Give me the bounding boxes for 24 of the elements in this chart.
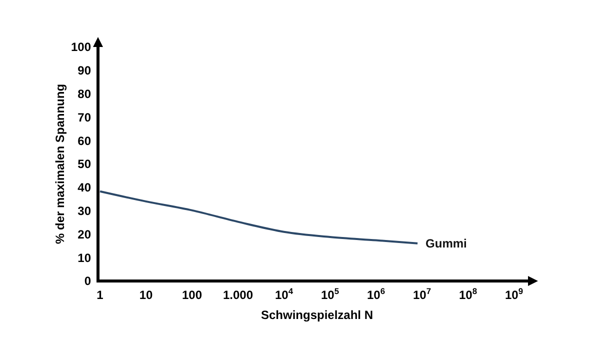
x-tick-label: 10	[139, 288, 153, 302]
y-tick-label: 100	[70, 40, 92, 54]
y-tick-label: 80	[78, 87, 92, 101]
y-tick-label: 0	[84, 274, 92, 288]
y-tick-label: 20	[78, 227, 92, 242]
y-axis-title: % der maximalen Spannung	[53, 84, 67, 244]
x-axis-title: Schwingspielzahl N	[260, 308, 374, 322]
y-tick-label: 10	[78, 250, 92, 265]
x-tick-label: 10$^{9}$	[504, 286, 524, 302]
x-tick-label: 10$^{5}$	[320, 286, 340, 302]
x-tick-label: 100	[182, 288, 202, 302]
y-tick-label: 30	[78, 204, 92, 218]
x-tick-label: 10$^{4}$	[274, 286, 294, 302]
y-tick-label: 50	[78, 157, 92, 172]
series-label: Gummi	[426, 236, 467, 250]
x-tick-label: 10$^{6}$	[366, 286, 386, 302]
x-tick-label: 10$^{8}$	[458, 286, 478, 302]
x-tick-label: 10$^{7}$	[412, 286, 432, 302]
x-tick-label: 1	[96, 288, 104, 302]
y-tick-label: 90	[78, 64, 92, 78]
y-tick-label: 70	[78, 110, 92, 124]
x-tick-label: 1.000	[222, 288, 254, 302]
y-tick-label: 40	[78, 180, 92, 195]
y-tick-label: 60	[78, 134, 92, 148]
